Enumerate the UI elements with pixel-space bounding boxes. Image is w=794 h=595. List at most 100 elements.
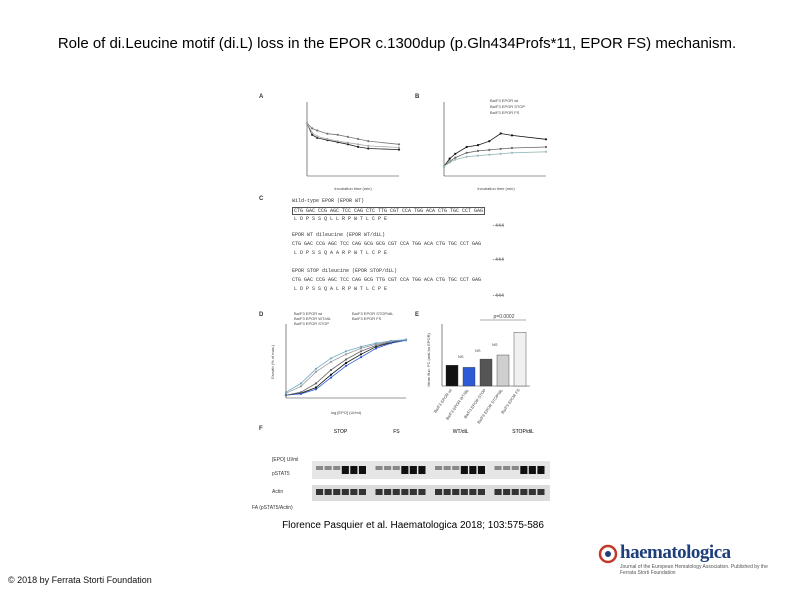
panel-label-d: D [259,312,264,318]
a-point [326,137,329,141]
blot-band-actin [537,489,545,495]
blot-band-pstat5 [452,466,460,470]
blot-band-actin [503,489,511,495]
a-point [397,146,401,149]
blot-band-actin [469,489,477,495]
a-point [346,143,349,146]
a-point [305,122,309,125]
blot-band-pstat5 [460,466,468,474]
d-point [359,356,363,359]
b-point [448,157,451,160]
a-point [367,144,370,147]
blot-band-actin [443,489,451,495]
d-point [359,345,363,348]
b-point [499,147,502,150]
b-point [442,165,446,168]
panel-label-f: F [259,426,263,432]
b-series-line-1 [443,133,547,167]
panel-b-xlabel: Incubation time (min) [477,186,515,191]
blot-band-actin [477,489,485,495]
b-series-line-3 [443,151,547,167]
western-blot [312,461,550,501]
a-point [316,129,319,132]
blot-band-pstat5 [350,466,358,474]
logo-mark-icon [598,544,618,564]
b-point [448,161,451,164]
d-point [359,350,363,353]
d-point [344,364,348,367]
d-point [284,391,288,394]
panel-d-ylabel: Growth (% of max.) [270,344,275,379]
b-point [510,134,514,137]
panel-b-legend-1: Ba/F3 EPOR wt [490,98,519,103]
a-point [367,147,370,150]
blot-band-pstat5 [384,466,392,470]
blot-band-pstat5 [443,466,451,470]
panel-d-legend-3: Ba/F3 EPOR STOP [294,321,329,326]
panel-c: Wild-type EPOR (EPOR WT) CTG GAC CCG AGC… [292,198,548,308]
b-point [465,145,468,149]
logo-subtitle: Journal of the European Hematology Assoc… [620,564,768,576]
d-point [299,382,303,385]
blot-band-pstat5 [392,466,400,470]
blot-band-pstat5 [469,466,477,474]
d-series-line-1 [285,339,407,396]
panel-e-pvalue: p=0.0002 [494,314,515,320]
blot-band-actin [341,489,349,495]
b-point [454,158,457,161]
d-point [284,394,288,397]
blot-band-pstat5 [511,466,519,470]
d-point [329,357,333,360]
blot-actin-label: Actin [272,489,284,495]
copyright: © 2018 by Ferrata Storti Foundation [8,575,152,585]
panel-c-row-2-seq: CTG GAC CCG AGC TCC CAG GCG GCG CGT CCA … [292,241,482,247]
b-point [476,149,480,152]
d-point [299,392,303,395]
panel-label-a: A [259,94,264,100]
blot-band-actin [384,489,392,495]
logo-text: haematologica [620,542,731,563]
panel-a-xlabel: Incubation time (min) [334,186,372,191]
panel-label-e: E [415,312,420,318]
panel-e-bar [479,358,493,387]
b-point [544,138,548,141]
b-point [488,148,491,151]
a-point [357,143,360,146]
blot-quant-label: FA (pSTAT5/Actin) [252,505,293,511]
citation: Florence Pasquier et al. Haematologica 2… [282,520,544,531]
panel-c-row-1-label: Wild-type EPOR (EPOR WT) [292,198,365,204]
blot-band-actin [528,489,536,495]
a-point [311,127,314,130]
panel-f: STOP FS WT/diL STOP/diL [EPO] UI/ml pSTAT5 … [252,429,552,515]
d-point [404,338,408,341]
a-point [336,140,339,143]
slide-title: Role of di.Leucine motif (di.L) loss in … [57,35,737,52]
b-point [544,145,548,149]
b-point [476,144,480,147]
blot-band-actin [511,489,519,495]
d-point [329,368,333,372]
blot-band-pstat5 [537,466,545,474]
a-point [397,148,401,151]
d-point [329,360,333,363]
blot-band-pstat5 [409,466,417,474]
b-point [499,132,502,135]
d-point [359,353,363,356]
b-point [488,140,491,143]
blot-band-actin [460,489,468,495]
d-point [344,353,348,356]
d-point [389,339,393,342]
blot-band-pstat5 [324,466,332,470]
panel-d-legend-1: Ba/F3 EPOR wt [294,311,323,316]
b-point [454,152,457,155]
panel-e-ylabel: Mean fluo. FC (anti-hu EPOR) [426,333,431,387]
d-point [329,373,333,376]
a-point [311,131,314,134]
panel-c-row-2-pos: -444 [492,257,505,263]
panel-c-row-3-seq: CTG GAC CCG AGC TCC CAG GCG TTG CGT CCA … [292,277,482,283]
panel-e-bar [462,367,476,387]
a-point [311,133,314,136]
panel-e-ns-2: NS [475,348,481,353]
panel-b-chart: Incubation time (min) Ba/F3 EPOR wt Ba/F… [442,98,548,191]
a-point [367,140,370,143]
